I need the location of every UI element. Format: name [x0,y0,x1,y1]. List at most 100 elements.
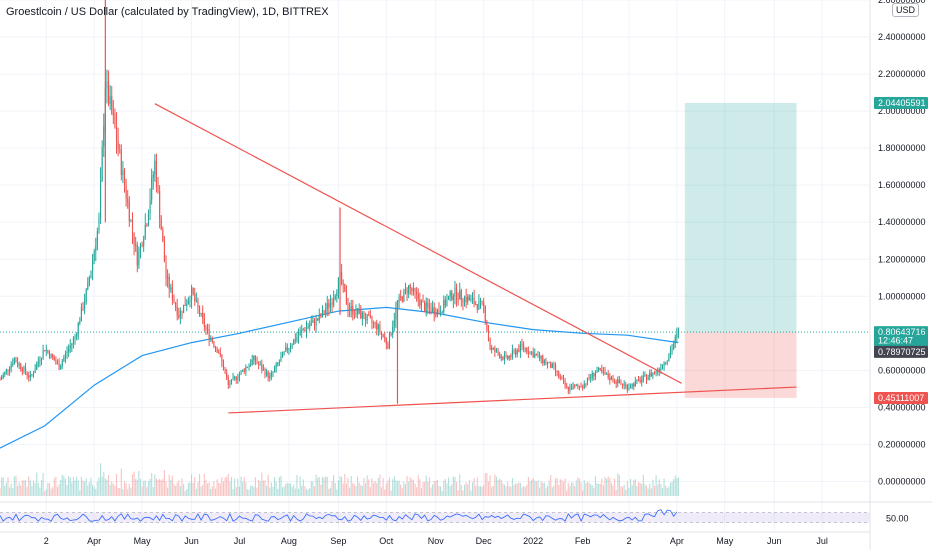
volume-bar [26,486,28,496]
volume-bar [526,485,528,496]
candle-body [537,354,539,356]
candle-body [224,370,226,374]
candle-body [349,309,351,311]
volume-bar [90,477,92,496]
candle-body [269,376,271,379]
candle-body [416,291,418,294]
candle-body [235,377,237,380]
volume-bar [296,475,298,496]
candle-body [478,301,480,310]
candle-body [486,321,488,330]
candle-body [526,348,528,353]
ma-line [0,306,679,449]
candle-body [438,309,440,313]
descending-trendline [154,103,682,384]
volume-bar [80,476,82,496]
candle-body [497,350,499,354]
candle-body [618,379,620,383]
candle-body [85,289,87,302]
volume-bar [310,481,312,496]
volume-bar [261,472,263,496]
candle-body [278,361,280,364]
currency-badge[interactable]: USD [892,3,920,17]
candle-body [535,354,537,356]
volume-bar [457,490,459,496]
candle-body [333,299,335,306]
candle-body [539,354,541,359]
candle-body [203,318,205,327]
candle-body [395,308,397,321]
volume-bar [500,479,502,496]
candle-body [26,372,28,376]
volume-bar [227,473,229,496]
rsi-pane: 50.00 [0,501,932,524]
volume-bar [274,477,276,496]
trendlines[interactable] [154,103,797,414]
volume-bar [631,485,633,496]
volume-bar [302,479,304,496]
candle-body [387,343,389,349]
candle-body [313,319,316,326]
moving-average [0,306,679,449]
volume-bar [72,477,74,496]
volume-bar [154,474,156,496]
volume-bar [321,476,324,496]
candle-body [460,290,462,300]
volume-bar [478,486,480,496]
candle-body [135,245,137,247]
volume-bar [596,483,598,496]
candle-body [32,373,35,375]
candle-body [23,367,25,372]
candle-body [465,296,467,302]
volume-bar [416,487,418,496]
volume-bar [349,487,351,496]
price-axis[interactable]: 2.60000000 2.40000000 2.20000000 2.00000000… [869,0,928,550]
volume-bar [430,487,432,496]
candle-body [141,244,143,246]
candle-body [617,379,619,384]
time-axis[interactable]: 2 Apr May Jun Jul Aug Sep Oct Nov Dec 2022 Feb 2 Apr M… [0,531,870,546]
candle-body [297,335,300,338]
volume-bar [574,486,576,496]
candle-body [34,369,36,374]
volume-bar [564,478,566,496]
candle-body [179,310,181,318]
candle-body [454,287,456,297]
volume-bar [577,477,579,496]
volume-bar [315,474,317,496]
candle-body [237,378,239,380]
volume-bar [331,481,333,496]
volume-bar [165,481,167,496]
volume-bar [425,475,427,496]
volume-bar [269,487,271,496]
volume-bar [291,486,293,496]
volume-bar [250,485,252,496]
candle-body [159,190,161,219]
volume-bar [575,480,577,496]
position-zones [0,102,870,398]
volume-bar [119,488,121,496]
volume-bar [224,477,226,496]
candle-body [320,314,322,317]
volume-bar [422,482,424,496]
volume-bar [147,481,150,496]
volume-bar [55,476,57,496]
volume-bar [629,478,632,496]
volume-bar [404,484,407,496]
candle-body [435,314,437,316]
time-tick-label: Aug [281,536,297,546]
volume-bar [128,483,130,496]
candle-body [357,308,359,314]
volume-bar [226,476,228,496]
volume-bar [639,482,641,496]
candle-body [598,368,600,370]
volume-bar [61,474,63,496]
candle-body [510,356,512,358]
candle-body [470,298,472,301]
candle-body [412,287,415,292]
volume-bar [68,476,70,496]
candle-body [652,372,654,376]
volume-bar [537,480,539,496]
